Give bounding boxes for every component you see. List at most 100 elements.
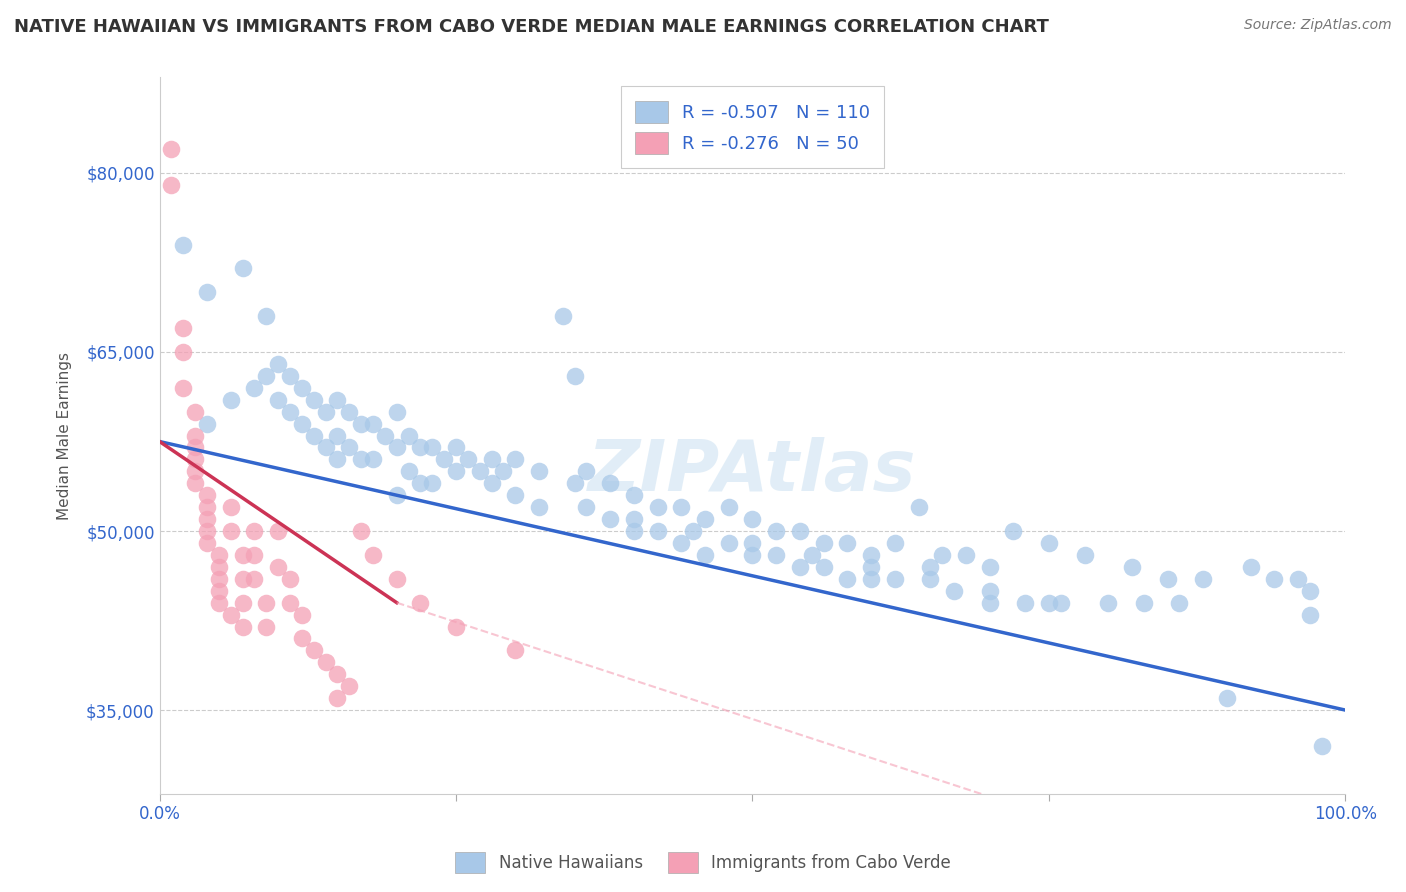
Point: [326, 428, 349, 442]
Point: [505, 488, 527, 502]
Point: [184, 441, 207, 455]
Point: [1121, 560, 1143, 574]
Point: [979, 583, 1001, 598]
Point: [302, 428, 325, 442]
Point: [291, 607, 314, 622]
Point: [208, 583, 231, 598]
Point: [433, 452, 456, 467]
Point: [208, 572, 231, 586]
Point: [1216, 691, 1239, 706]
Point: [468, 464, 491, 478]
Point: [254, 309, 277, 323]
Point: [682, 524, 704, 538]
Point: [505, 452, 527, 467]
Point: [789, 560, 811, 574]
Point: [813, 536, 835, 550]
Point: [444, 464, 467, 478]
Point: [920, 560, 942, 574]
Point: [172, 345, 194, 359]
Point: [160, 142, 183, 156]
Point: [457, 452, 479, 467]
Point: [1168, 596, 1191, 610]
Point: [1299, 583, 1322, 598]
Point: [195, 512, 218, 526]
Point: [267, 392, 290, 407]
Point: [160, 178, 183, 192]
Point: [243, 524, 266, 538]
Point: [267, 560, 290, 574]
Point: [315, 441, 337, 455]
Point: [326, 667, 349, 681]
Point: [623, 524, 645, 538]
Point: [278, 405, 301, 419]
Point: [208, 596, 231, 610]
Point: [671, 536, 693, 550]
Point: [385, 405, 408, 419]
Point: [398, 464, 420, 478]
Point: [409, 596, 432, 610]
Point: [920, 572, 942, 586]
Point: [741, 512, 763, 526]
Point: [184, 464, 207, 478]
Point: [800, 548, 823, 562]
Point: [955, 548, 977, 562]
Point: [232, 596, 254, 610]
Point: [837, 536, 859, 550]
Point: [195, 285, 218, 300]
Point: [444, 441, 467, 455]
Point: [278, 596, 301, 610]
Point: [505, 643, 527, 657]
Point: [195, 536, 218, 550]
Point: [979, 560, 1001, 574]
Point: [172, 321, 194, 335]
Point: [184, 476, 207, 491]
Text: ZIPAtlas: ZIPAtlas: [588, 437, 917, 506]
Point: [444, 619, 467, 633]
Legend: Native Hawaiians, Immigrants from Cabo Verde: Native Hawaiians, Immigrants from Cabo V…: [449, 846, 957, 880]
Point: [232, 548, 254, 562]
Point: [385, 488, 408, 502]
Point: [1133, 596, 1156, 610]
Point: [420, 476, 443, 491]
Point: [907, 500, 929, 515]
Text: NATIVE HAWAIIAN VS IMMIGRANTS FROM CABO VERDE MEDIAN MALE EARNINGS CORRELATION C: NATIVE HAWAIIAN VS IMMIGRANTS FROM CABO …: [14, 18, 1049, 36]
Point: [243, 381, 266, 395]
Point: [172, 237, 194, 252]
Point: [208, 560, 231, 574]
Point: [350, 524, 373, 538]
Point: [883, 572, 905, 586]
Point: [420, 441, 443, 455]
Point: [481, 452, 503, 467]
Point: [979, 596, 1001, 610]
Point: [647, 524, 669, 538]
Point: [717, 536, 740, 550]
Point: [717, 500, 740, 515]
Point: [361, 417, 384, 431]
Point: [315, 405, 337, 419]
Point: [302, 643, 325, 657]
Point: [883, 536, 905, 550]
Point: [599, 476, 621, 491]
Point: [527, 500, 550, 515]
Point: [564, 368, 586, 383]
Point: [254, 596, 277, 610]
Point: [243, 572, 266, 586]
Point: [1038, 536, 1060, 550]
Point: [860, 572, 883, 586]
Point: [409, 476, 432, 491]
Point: [232, 572, 254, 586]
Text: Source: ZipAtlas.com: Source: ZipAtlas.com: [1244, 18, 1392, 32]
Point: [184, 428, 207, 442]
Point: [361, 548, 384, 562]
Point: [184, 452, 207, 467]
Point: [1156, 572, 1178, 586]
Point: [671, 500, 693, 515]
Point: [575, 500, 598, 515]
Point: [623, 512, 645, 526]
Point: [564, 476, 586, 491]
Point: [943, 583, 966, 598]
Point: [1014, 596, 1036, 610]
Point: [1299, 607, 1322, 622]
Point: [302, 392, 325, 407]
Point: [647, 500, 669, 515]
